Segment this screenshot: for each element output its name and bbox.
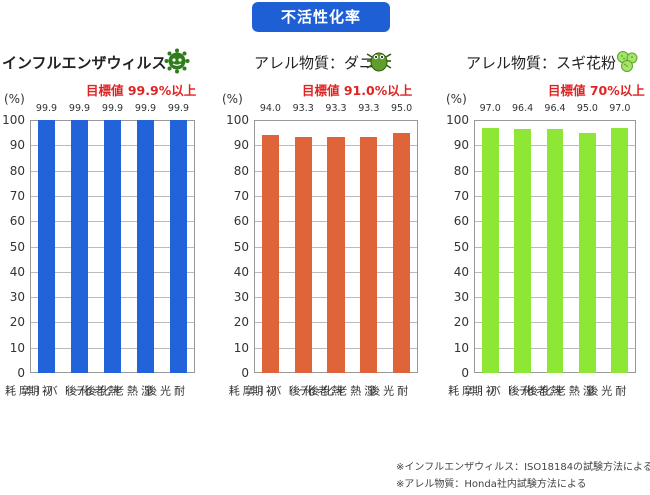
y-tick-label: 10: [9, 340, 25, 355]
virus-icon: [164, 48, 190, 74]
y-tick-label: 80: [9, 163, 25, 178]
bar: [169, 120, 188, 373]
y-tick-label: 20: [9, 315, 25, 330]
footnote-allergen: ※アレル物質：Honda社内試験方法による: [396, 479, 587, 490]
y-tick-label: 0: [461, 366, 469, 380]
bar: [360, 136, 378, 373]
y-tick-label: 40: [9, 264, 25, 279]
value-label: 97.0: [479, 103, 501, 114]
y-tick-label: 60: [453, 214, 469, 229]
bar: [327, 136, 345, 373]
pollen-icon: [617, 51, 638, 72]
x-tick-label: 初期: [470, 385, 498, 396]
footnote-influenza: ※インフルエンザウィルス：ISO18184の試験方法による: [396, 462, 650, 473]
x-tick-label: 熱老化後: [288, 385, 343, 396]
y-tick-label: 70: [9, 188, 25, 203]
x-tick-label: 熱老化後: [64, 385, 120, 396]
y-tick-label: 100: [446, 113, 469, 127]
y-tick-label: 90: [233, 138, 249, 153]
chart-title: アレル物質：ダニ: [254, 54, 375, 72]
x-tick-label: テーバー摩耗: [446, 385, 530, 396]
value-label: 93.3: [325, 103, 347, 114]
y-tick-label: 20: [453, 315, 469, 330]
value-label: 97.0: [609, 103, 631, 114]
bar: [578, 132, 596, 373]
y-axis-unit: (%): [4, 92, 25, 106]
x-tick-label: 初期: [250, 385, 278, 396]
value-label: 96.4: [512, 103, 534, 114]
y-axis-unit: (%): [446, 92, 467, 106]
target-value: 目標値 91.0%以上: [302, 83, 413, 98]
y-tick-label: 40: [233, 264, 249, 279]
y-tick-label: 10: [453, 340, 469, 355]
y-tick-label: 60: [9, 214, 25, 229]
value-label: 93.3: [358, 103, 380, 114]
value-label: 94.0: [259, 103, 281, 114]
chart-title: インフルエンザウィルス: [2, 54, 167, 72]
target-value: 目標値 99.9%以上: [86, 83, 197, 98]
y-tick-label: 90: [453, 138, 469, 153]
x-tick-label: 湿熱老化後: [306, 385, 376, 396]
chart-banner-title: 不活性化率: [252, 2, 390, 32]
bar: [37, 120, 56, 373]
bar: [136, 120, 155, 373]
y-tick-label: 20: [233, 315, 249, 330]
chart-influenza: インフルエンザウィルス 目標値 99.9%以上 (%) 0 10 20 30 40 50 6…: [0, 0, 210, 460]
bar: [393, 132, 411, 373]
x-tick-label: 湿熱老化後: [83, 385, 153, 396]
bar: [611, 127, 629, 373]
chart-mite: アレル物質：ダニ 目標値 91.0%以上 (%) 0 10 20 30 40 50 60 70…: [218, 0, 428, 460]
mite-icon: [366, 52, 392, 72]
x-tick-label: テーバー摩耗: [227, 385, 311, 396]
value-label: 93.3: [292, 103, 314, 114]
value-label: 96.4: [544, 103, 566, 114]
y-tick-label: 40: [453, 264, 469, 279]
x-tick-label: 耐光後: [585, 385, 627, 396]
bar: [546, 129, 564, 373]
value-label: 99.9: [101, 103, 124, 114]
x-tick-label: 熱老化後: [507, 385, 562, 396]
y-tick-label: 30: [453, 290, 469, 305]
value-label: 99.9: [35, 103, 58, 114]
y-tick-label: 80: [233, 163, 249, 178]
y-tick-label: 50: [233, 239, 249, 254]
y-tick-label: 0: [17, 366, 25, 380]
bar: [70, 120, 89, 373]
value-label: 99.9: [167, 103, 190, 114]
value-label: 99.9: [134, 103, 157, 114]
chart-title: アレル物質：スギ花粉: [466, 54, 617, 72]
x-tick-label: 耐光後: [144, 385, 186, 396]
value-label: 99.9: [68, 103, 91, 114]
y-tick-label: 70: [233, 188, 249, 203]
target-value: 目標値 70%以上: [548, 83, 645, 98]
y-axis-unit: (%): [222, 92, 243, 106]
x-tick-label: 湿熱老化後: [525, 385, 595, 396]
bar: [261, 135, 279, 373]
value-label: 95.0: [576, 103, 598, 114]
y-tick-label: 80: [453, 163, 469, 178]
chart-pollen: アレル物質：スギ花粉 目標値 70%以上 (%) 0 10 20 30 40 50 60 70…: [438, 0, 650, 460]
y-tick-label: 70: [453, 188, 469, 203]
x-tick-label: 耐光後: [367, 385, 409, 396]
y-tick-label: 100: [226, 113, 249, 127]
y-tick-label: 10: [233, 340, 249, 355]
y-tick-label: 50: [9, 239, 25, 254]
x-tick-label: テーバー摩耗: [3, 385, 87, 396]
y-tick-label: 100: [2, 113, 25, 127]
bar: [103, 120, 122, 373]
bar: [514, 129, 532, 373]
y-tick-label: 60: [233, 214, 249, 229]
y-tick-label: 30: [9, 290, 25, 305]
x-tick-label: 初期: [26, 385, 54, 396]
y-tick-label: 30: [233, 290, 249, 305]
value-label: 95.0: [391, 103, 413, 114]
bar: [294, 136, 312, 373]
y-tick-label: 0: [241, 366, 249, 380]
y-tick-label: 50: [453, 239, 469, 254]
y-tick-label: 90: [9, 138, 25, 153]
bar: [481, 127, 499, 373]
